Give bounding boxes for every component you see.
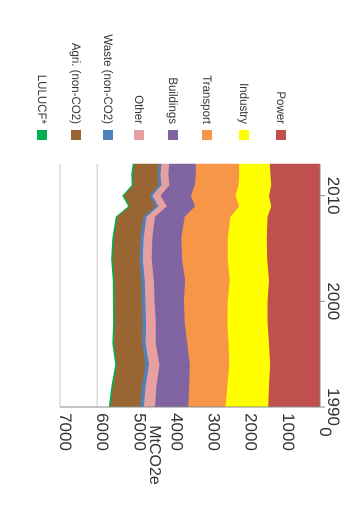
- legend-label: Agri. (non-CO2): [69, 43, 81, 124]
- legend-swatch-transport: [202, 130, 212, 140]
- legend-swatch-industry: [239, 130, 249, 140]
- legend-label: Buildings: [166, 77, 178, 124]
- y-tick-label: 1000: [279, 413, 298, 451]
- y-tick-label: 4000: [167, 413, 186, 451]
- y-tick-label: 7000: [56, 413, 75, 451]
- x-tick-label: 1990: [324, 388, 343, 426]
- legend: LULUCF* Agri. (non-CO2) Waste (non-CO2) Oth…: [35, 34, 286, 140]
- series-areas: [108, 163, 321, 408]
- y-tick-label: 0: [316, 427, 335, 436]
- axes: [60, 164, 325, 408]
- x-tick-label: 2000: [324, 282, 343, 320]
- series-area-power: [266, 163, 321, 408]
- legend-label: Other: [132, 95, 144, 124]
- legend-swatch-other: [134, 130, 144, 140]
- legend-label: Transport: [200, 75, 212, 125]
- y-tick-labels: 0 1000 2000 3000 4000 5000 6000 7000: [56, 413, 335, 451]
- legend-label: Industry: [237, 83, 249, 124]
- series-area-lulucf: [108, 163, 135, 408]
- x-tick-labels: 1990 2000 2010: [324, 177, 343, 426]
- y-tick-label: 2000: [242, 413, 261, 451]
- y-tick-label: 3000: [205, 413, 224, 451]
- legend-swatch-waste-non-co2: [103, 130, 113, 140]
- x-tick-label: 2010: [324, 177, 343, 215]
- legend-swatch-power: [276, 130, 286, 140]
- y-axis-title: MtCO2e: [146, 425, 163, 485]
- y-tick-label: 6000: [93, 413, 112, 451]
- y-tick-label: 5000: [130, 413, 149, 451]
- legend-label: Power: [274, 91, 286, 124]
- legend-label: Waste (non-CO2): [101, 34, 113, 124]
- legend-swatch-buildings: [168, 130, 178, 140]
- legend-label: LULUCF*: [35, 75, 47, 125]
- legend-swatch-lulucf: [37, 130, 47, 140]
- legend-swatch-agri-non-co2: [71, 130, 81, 140]
